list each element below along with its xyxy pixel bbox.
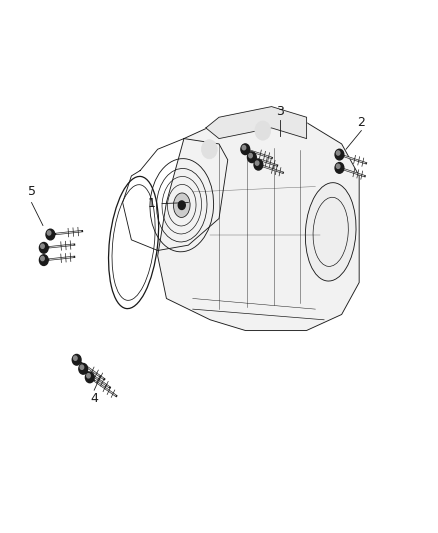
Circle shape <box>41 256 44 261</box>
Circle shape <box>47 231 51 235</box>
Circle shape <box>39 243 48 253</box>
Circle shape <box>249 154 252 158</box>
Text: 2: 2 <box>357 116 365 129</box>
Circle shape <box>335 163 344 173</box>
Circle shape <box>201 140 217 159</box>
Circle shape <box>336 151 340 155</box>
Text: 3: 3 <box>276 106 284 118</box>
Circle shape <box>247 152 256 163</box>
Circle shape <box>80 365 84 369</box>
Circle shape <box>72 354 81 365</box>
Circle shape <box>336 164 340 168</box>
Circle shape <box>85 372 94 383</box>
Circle shape <box>74 356 77 360</box>
Circle shape <box>41 244 44 248</box>
Circle shape <box>255 161 259 165</box>
Circle shape <box>178 201 185 209</box>
Circle shape <box>242 146 246 150</box>
Ellipse shape <box>305 183 356 281</box>
Circle shape <box>79 364 88 374</box>
Circle shape <box>241 144 250 155</box>
Ellipse shape <box>173 193 190 217</box>
Circle shape <box>254 159 263 170</box>
Text: 1: 1 <box>147 197 155 210</box>
Circle shape <box>255 121 271 140</box>
Circle shape <box>87 374 90 378</box>
Circle shape <box>46 229 55 240</box>
Circle shape <box>335 149 344 160</box>
Polygon shape <box>158 117 359 330</box>
Polygon shape <box>206 107 307 139</box>
Text: 4: 4 <box>90 392 98 405</box>
Circle shape <box>39 255 48 265</box>
Text: 5: 5 <box>28 185 35 198</box>
